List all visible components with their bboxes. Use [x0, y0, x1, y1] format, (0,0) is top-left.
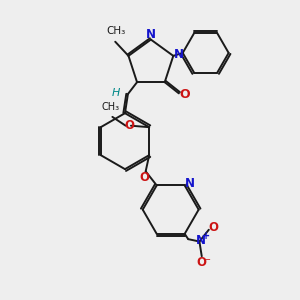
Text: N: N	[196, 234, 206, 247]
Text: ⁻: ⁻	[205, 257, 211, 267]
Text: CH₃: CH₃	[106, 26, 125, 36]
Text: O: O	[197, 256, 207, 268]
Text: CH₃: CH₃	[102, 103, 120, 112]
Text: O: O	[140, 171, 149, 184]
Text: O: O	[208, 221, 218, 234]
Text: N: N	[146, 28, 156, 41]
Text: +: +	[202, 231, 210, 241]
Text: N: N	[174, 48, 184, 61]
Text: N: N	[185, 177, 195, 190]
Text: O: O	[180, 88, 190, 101]
Text: O: O	[124, 119, 134, 132]
Text: H: H	[111, 88, 120, 98]
